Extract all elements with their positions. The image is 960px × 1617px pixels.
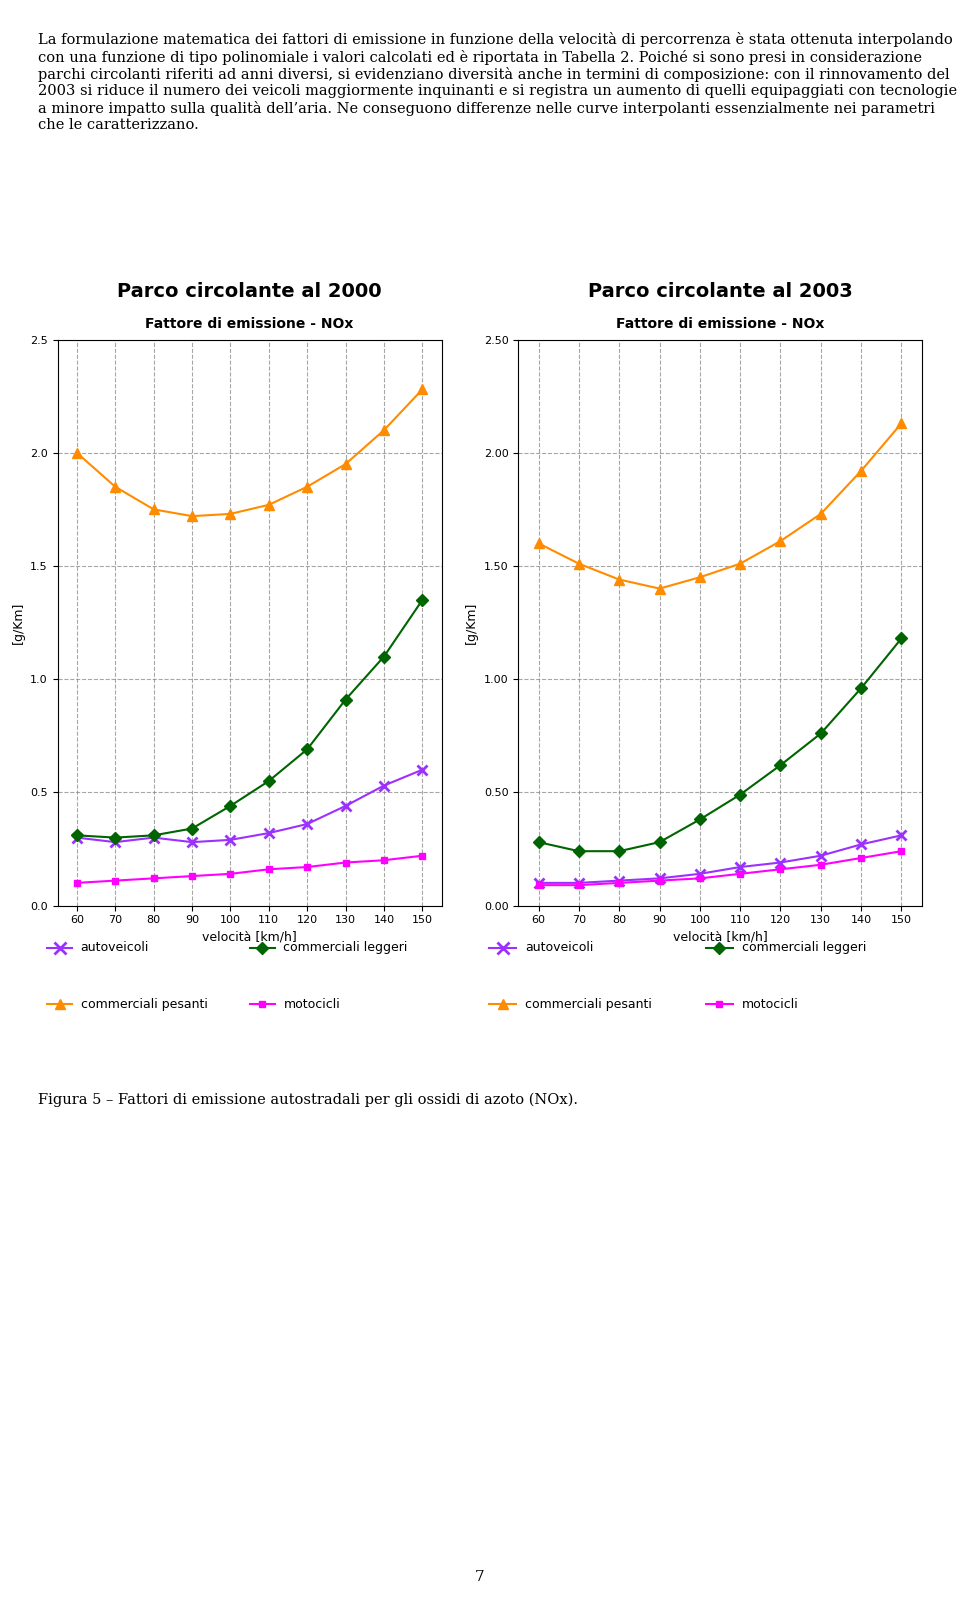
Title: Fattore di emissione - NOx: Fattore di emissione - NOx <box>615 317 825 331</box>
Y-axis label: [g/Km]: [g/Km] <box>466 602 478 644</box>
Text: Parco circolante al 2000: Parco circolante al 2000 <box>117 281 382 301</box>
X-axis label: velocità [km/h]: velocità [km/h] <box>203 931 297 944</box>
Text: La formulazione matematica dei fattori di emissione in funzione della velocità d: La formulazione matematica dei fattori d… <box>38 32 957 133</box>
Text: commerciali pesanti: commerciali pesanti <box>525 998 652 1011</box>
Text: commerciali leggeri: commerciali leggeri <box>283 941 408 954</box>
X-axis label: velocità [km/h]: velocità [km/h] <box>673 931 767 944</box>
Text: commerciali leggeri: commerciali leggeri <box>742 941 866 954</box>
Title: Fattore di emissione - NOx: Fattore di emissione - NOx <box>145 317 354 331</box>
Text: motocicli: motocicli <box>283 998 340 1011</box>
Text: autoveicoli: autoveicoli <box>525 941 593 954</box>
Text: Parco circolante al 2003: Parco circolante al 2003 <box>588 281 852 301</box>
Text: motocicli: motocicli <box>742 998 799 1011</box>
Y-axis label: [g/Km]: [g/Km] <box>12 602 25 644</box>
Text: Figura 5 – Fattori di emissione autostradali per gli ossidi di azoto (NOx).: Figura 5 – Fattori di emissione autostra… <box>38 1093 578 1106</box>
Text: 7: 7 <box>475 1570 485 1583</box>
Text: autoveicoli: autoveicoli <box>81 941 149 954</box>
Text: commerciali pesanti: commerciali pesanti <box>81 998 207 1011</box>
